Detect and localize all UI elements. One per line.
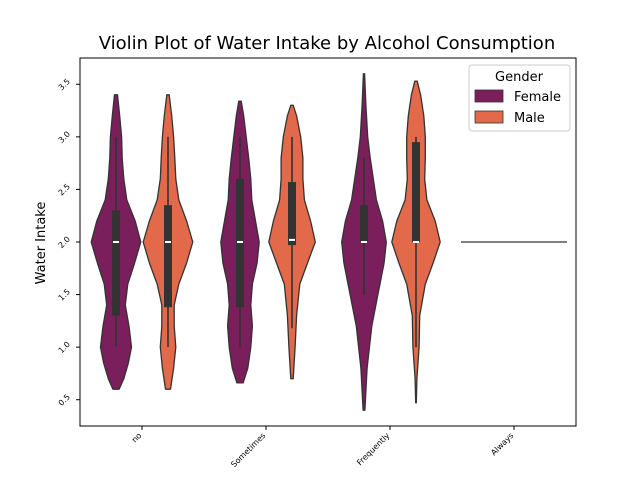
plot-area — [90, 73, 567, 411]
y-tick-label: 1.0 — [57, 340, 72, 355]
x-axis: no Sometimes Frequently Always — [130, 426, 515, 469]
legend: Gender Female Male — [468, 64, 571, 132]
iqr-box-female-no — [112, 210, 120, 316]
legend-label-male: Male — [514, 111, 545, 126]
y-tick-label: 2.0 — [57, 235, 72, 250]
x-tick-label: Always — [489, 431, 515, 457]
y-tick-label: 3.5 — [57, 77, 72, 92]
y-tick-label: 2.5 — [57, 182, 72, 197]
iqr-box-male-frequently — [412, 142, 420, 242]
y-axis: 0.5 1.0 1.5 2.0 2.5 3.0 3.5 — [57, 77, 80, 408]
legend-swatch-female — [474, 89, 504, 103]
chart-title: Violin Plot of Water Intake by Alcohol C… — [99, 33, 555, 54]
iqr-box-male-no — [164, 205, 172, 308]
legend-swatch-male — [474, 110, 504, 124]
iqr-box-female-frequently — [360, 205, 368, 242]
x-tick-label: Frequently — [355, 431, 391, 467]
iqr-box-female-sometimes — [236, 178, 244, 308]
y-tick-label: 1.5 — [57, 287, 72, 302]
iqr-box-male-sometimes — [288, 182, 296, 246]
y-tick-label: 3.0 — [57, 130, 72, 145]
x-tick-label: Sometimes — [229, 431, 267, 469]
y-tick-label: 0.5 — [57, 392, 72, 407]
y-axis-label: Water Intake — [34, 202, 49, 285]
x-tick-label: no — [130, 431, 143, 444]
legend-title: Gender — [495, 70, 544, 85]
legend-label-female: Female — [514, 90, 561, 105]
